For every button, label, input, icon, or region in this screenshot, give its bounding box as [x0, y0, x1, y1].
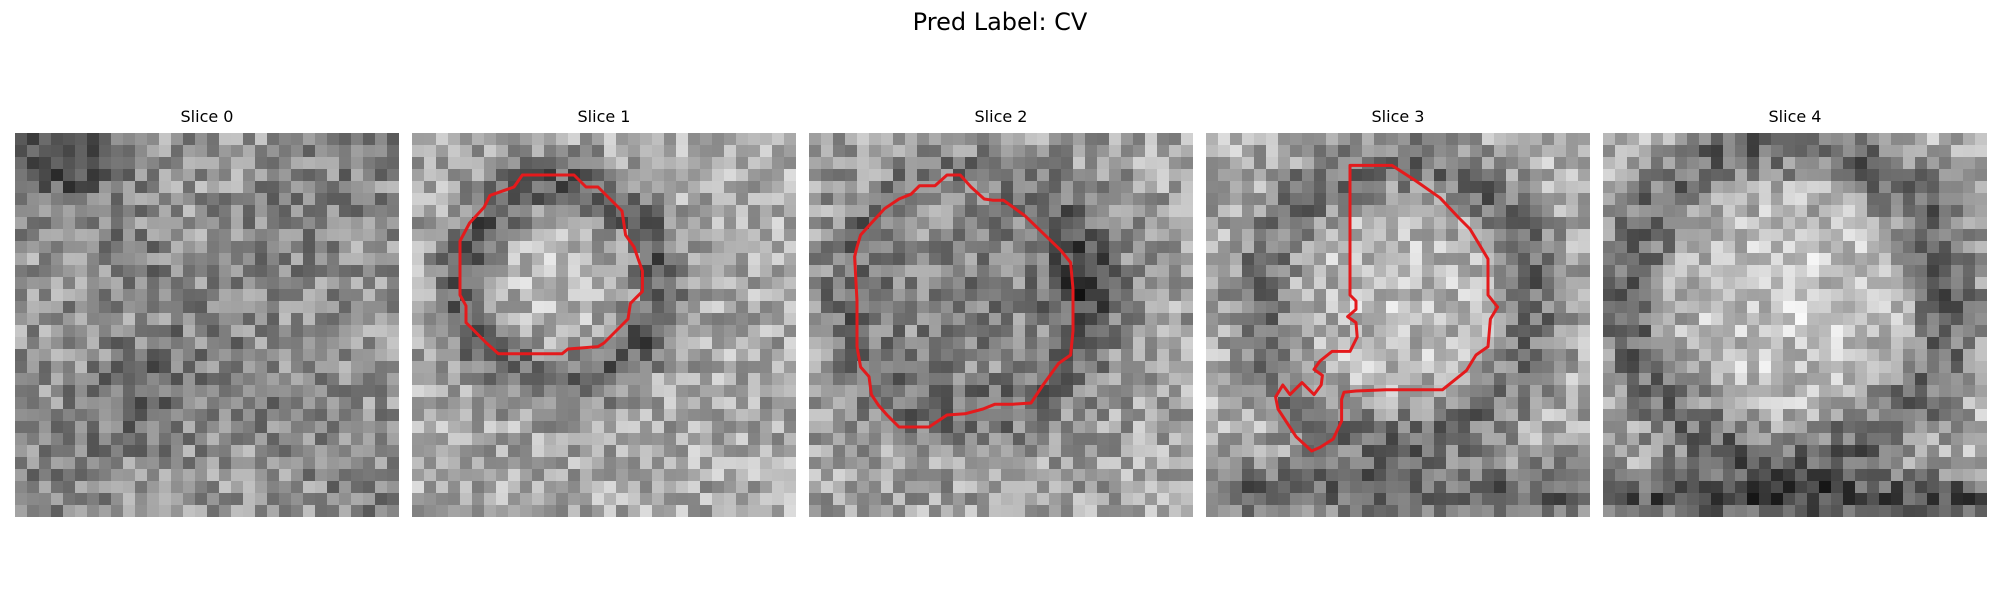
slice-title-2: Slice 2 — [974, 107, 1028, 126]
slice-panel-2: Slice 2 — [809, 107, 1193, 517]
slice-image-1 — [412, 133, 796, 517]
slice-panel-4: Slice 4 — [1603, 107, 1987, 517]
slice-title-0: Slice 0 — [180, 107, 234, 126]
figure-title: Pred Label: CV — [912, 8, 1088, 36]
slice-image-0 — [15, 133, 399, 517]
slice-title-3: Slice 3 — [1371, 107, 1425, 126]
slice-panel-0: Slice 0 — [15, 107, 399, 517]
slice-image-2 — [809, 133, 1193, 517]
slice-title-4: Slice 4 — [1768, 107, 1822, 126]
slice-image-4 — [1603, 133, 1987, 517]
segmentation-contour-3 — [1274, 163, 1500, 453]
slice-panel-3: Slice 3 — [1206, 107, 1590, 517]
slice-panel-1: Slice 1 — [412, 107, 796, 517]
segmentation-contour-1 — [458, 173, 644, 356]
segmentation-contour-2 — [853, 173, 1075, 429]
slice-title-1: Slice 1 — [577, 107, 631, 126]
slice-image-3 — [1206, 133, 1590, 517]
